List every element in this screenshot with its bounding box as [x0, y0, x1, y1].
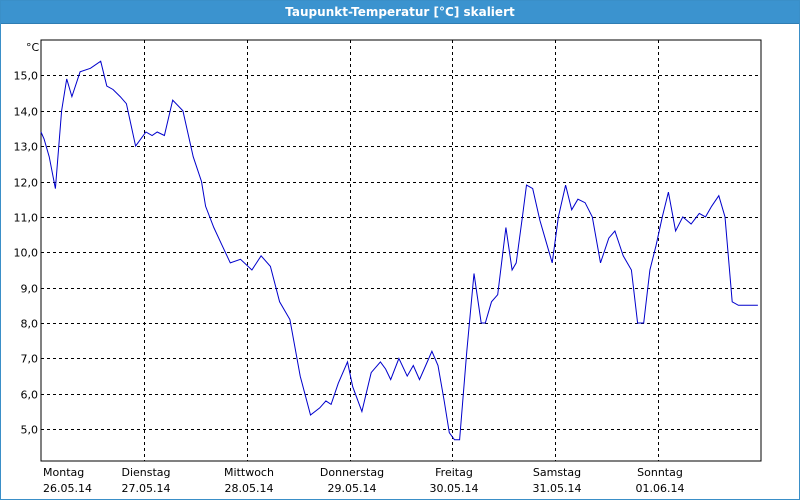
- x-tick-day: Dienstag: [121, 466, 170, 479]
- x-tick-date: 26.05.14: [43, 482, 92, 495]
- x-tick-day: Mittwoch: [224, 466, 274, 479]
- y-axis: 5,0 6,0 7,0 8,0 9,0 10,0 11,0 12,0 13,0 14,0 15,0: [14, 70, 39, 437]
- x-tick-date: 27.05.14: [122, 482, 171, 495]
- x-tick-day: Donnerstag: [320, 466, 384, 479]
- y-tick-label: 8,0: [21, 318, 39, 331]
- x-tick-date: 01.06.14: [636, 482, 685, 495]
- y-tick-label: 9,0: [21, 283, 39, 296]
- y-tick-label: 10,0: [14, 247, 39, 260]
- y-tick-label: 6,0: [21, 389, 39, 402]
- x-tick-day: Montag: [43, 466, 84, 479]
- x-tick-day: Sonntag: [637, 466, 683, 479]
- y-tick-label: 7,0: [21, 353, 39, 366]
- y-tick-label: 13,0: [14, 141, 39, 154]
- y-tick-label: 11,0: [14, 212, 39, 225]
- x-tick-day: Samstag: [533, 466, 581, 479]
- x-tick-day: Freitag: [435, 466, 473, 479]
- y-axis-unit: °C: [26, 41, 40, 54]
- y-tick-label: 15,0: [14, 70, 39, 83]
- x-axis: Montag 26.05.14 Dienstag 27.05.14 Mittwoch 28…: [43, 466, 684, 495]
- x-tick-date: 30.05.14: [430, 482, 479, 495]
- series-line: [40, 60, 758, 441]
- plot-area: [40, 39, 762, 462]
- x-tick-date: 29.05.14: [328, 482, 377, 495]
- x-tick-date: 31.05.14: [533, 482, 582, 495]
- chart-title: Taupunkt-Temperatur [°C] skaliert: [1, 1, 799, 24]
- y-tick-label: 14,0: [14, 106, 39, 119]
- y-tick-label: 12,0: [14, 177, 39, 190]
- x-tick-date: 28.05.14: [225, 482, 274, 495]
- grid: [41, 40, 761, 461]
- y-tick-label: 5,0: [21, 424, 39, 437]
